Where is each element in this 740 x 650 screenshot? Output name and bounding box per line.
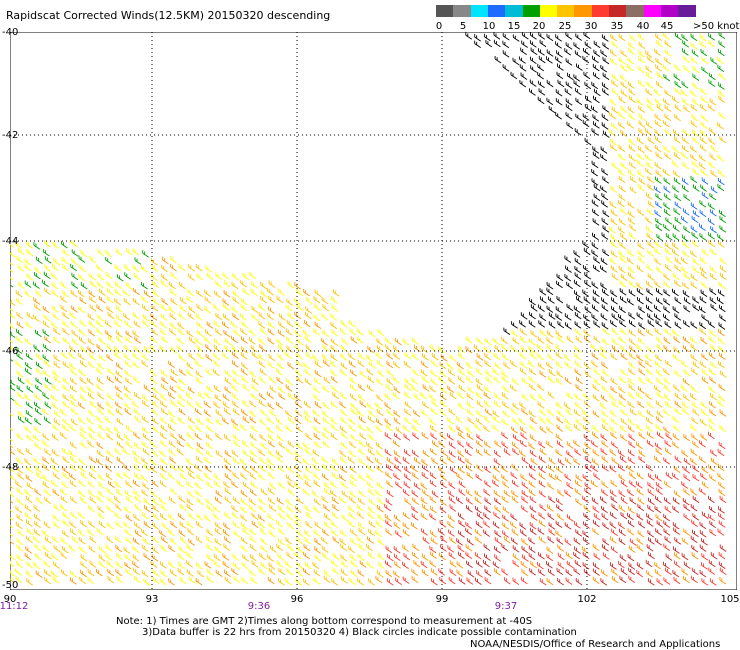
wind-barb-group: [10, 32, 727, 586]
legend-swatch: [574, 5, 593, 17]
note-line: Note: 1) Times are GMT 2)Times along bot…: [116, 616, 533, 627]
lon-label: 105: [720, 594, 740, 605]
credit-line: NOAA/NESDIS/Office of Research and Appli…: [470, 639, 721, 650]
legend-label: 15: [507, 21, 521, 32]
legend-swatch: [660, 5, 679, 17]
lat-label: -46: [2, 346, 19, 357]
legend-label: 20: [532, 21, 546, 32]
time-label: 9:37: [494, 601, 518, 612]
legend-swatch: [591, 5, 610, 17]
lat-label: -48: [2, 462, 19, 473]
legend-swatch: [453, 5, 472, 17]
lon-label: 90: [3, 594, 17, 605]
legend-swatch: [678, 5, 697, 17]
lat-label: -42: [2, 130, 19, 141]
time-label: 11:12: [0, 601, 29, 612]
wind-map-plot: [10, 32, 737, 590]
wind-barb-group: [10, 256, 727, 586]
lon-label: 102: [577, 594, 597, 605]
lat-label: -50: [2, 580, 19, 591]
legend-label: 45: [660, 21, 674, 32]
wind-barb-group: [10, 32, 727, 426]
legend-swatch: [609, 5, 627, 17]
legend-swatch: [643, 5, 662, 17]
legend-swatch: [557, 5, 576, 17]
plot-frame: [10, 32, 737, 590]
map-title: Rapidscat Corrected Winds(12.5KM) 201503…: [6, 9, 331, 22]
notes-block: Note: 1) Times are GMT 2)Times along bot…: [116, 616, 577, 638]
legend-label: 40: [636, 21, 650, 32]
wind-barb-group: [456, 495, 727, 586]
wind-barb-group: [654, 177, 725, 234]
lon-label: 99: [435, 594, 449, 605]
legend-swatch: [487, 5, 506, 17]
wind-barbs: [10, 32, 727, 586]
legend-label: 0: [435, 21, 443, 32]
legend-label: 30: [584, 21, 598, 32]
legend-swatch: [522, 5, 541, 17]
legend-swatch: [626, 5, 645, 17]
legend-label: 10: [482, 21, 496, 32]
wind-barb-group: [465, 32, 727, 335]
note-line: 3)Data buffer is 22 hrs from 20150320 4)…: [142, 627, 577, 638]
legend-label: 35: [610, 21, 624, 32]
lon-label: 96: [290, 594, 304, 605]
legend-swatch: [505, 5, 524, 17]
legend-swatch: [470, 5, 489, 17]
lat-label: -40: [2, 27, 19, 38]
wind-barb-group: [10, 33, 727, 586]
legend-label: 5: [459, 21, 467, 32]
legend-swatch: [539, 5, 558, 17]
lat-lon-grid: [10, 32, 737, 590]
legend-unit-label: >50 knots: [693, 21, 740, 32]
time-label: 9:36: [247, 601, 271, 612]
legend-label: 25: [558, 21, 572, 32]
lat-label: -44: [2, 236, 19, 247]
legend-swatch: [436, 5, 454, 17]
wind-barb-group: [384, 431, 727, 586]
lon-label: 93: [145, 594, 159, 605]
